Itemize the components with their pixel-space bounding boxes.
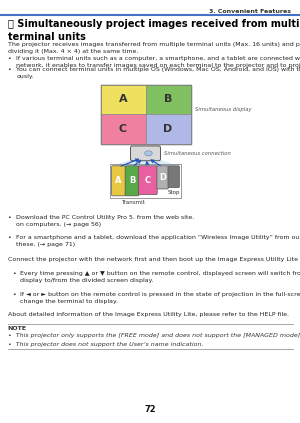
Text: Connect the projector with the network first and then boot up the Image Express : Connect the projector with the network f…	[8, 257, 300, 262]
Text: Download the PC Control Utility Pro 5. from the web site.
on computers. (→ page : Download the PC Control Utility Pro 5. f…	[16, 215, 195, 227]
Text: 72: 72	[144, 405, 156, 414]
Text: You can connect terminal units in multiple OS (Windows, Mac OS, Android, and iOS: You can connect terminal units in multip…	[16, 67, 300, 79]
FancyBboxPatch shape	[130, 146, 160, 161]
Bar	[100, 114, 146, 144]
Text: If various terminal units such as a computer, a smartphone, and a tablet are con: If various terminal units such as a comp…	[16, 56, 300, 68]
FancyBboxPatch shape	[125, 166, 139, 196]
FancyBboxPatch shape	[112, 166, 125, 196]
Text: If ◄ or ► button on the remote control is pressed in the state of projection in : If ◄ or ► button on the remote control i…	[20, 292, 300, 304]
Text: A: A	[115, 176, 122, 185]
Text: B: B	[129, 176, 135, 185]
Text: Every time pressing ▲ or ▼ button on the remote control, displayed screen will s: Every time pressing ▲ or ▼ button on the…	[20, 271, 300, 283]
Bar	[146, 85, 190, 114]
Text: •: •	[8, 67, 11, 72]
Text: terminal units: terminal units	[8, 32, 85, 42]
Text: C: C	[145, 176, 151, 185]
Text: About detailed information of the Image Express Utility Lite, please refer to th: About detailed information of the Image …	[8, 312, 289, 317]
Text: •: •	[8, 235, 11, 240]
Text: The projector receives images transferred from multiple terminal units (Max. 16 : The projector receives images transferre…	[8, 42, 300, 54]
Text: D: D	[159, 173, 166, 182]
Text: ⓰ Simultaneously project images received from multiple: ⓰ Simultaneously project images received…	[8, 19, 300, 29]
Text: •: •	[8, 215, 11, 220]
FancyBboxPatch shape	[157, 166, 168, 189]
Text: Stop: Stop	[167, 190, 180, 195]
Text: •  This projector does not support the User’s name indication.: • This projector does not support the Us…	[8, 342, 203, 347]
Text: •: •	[12, 292, 16, 297]
Bar	[100, 85, 146, 114]
Text: NOTE: NOTE	[8, 326, 26, 331]
Text: Simultaneous connection: Simultaneous connection	[164, 151, 230, 156]
Bar	[110, 164, 181, 198]
Text: C: C	[119, 124, 127, 134]
FancyBboxPatch shape	[168, 166, 179, 188]
FancyBboxPatch shape	[139, 166, 157, 195]
Text: D: D	[164, 124, 172, 134]
Text: B: B	[164, 94, 172, 104]
Text: •: •	[8, 56, 11, 61]
Text: Transmit: Transmit	[121, 200, 145, 205]
Bar	[146, 114, 190, 144]
Text: •: •	[12, 271, 16, 276]
Text: 3. Convenient Features: 3. Convenient Features	[209, 9, 291, 14]
Text: •  This projector only supports the [FREE mode] and does not support the [MANAGE: • This projector only supports the [FREE…	[8, 333, 300, 338]
Text: For a smartphone and a tablet, download the application “Wireless Image Utility”: For a smartphone and a tablet, download …	[16, 235, 300, 247]
Text: Simultaneous display: Simultaneous display	[195, 107, 252, 113]
Text: A: A	[119, 94, 127, 104]
Ellipse shape	[145, 151, 152, 156]
Bar	[100, 85, 190, 144]
Polygon shape	[110, 159, 182, 167]
